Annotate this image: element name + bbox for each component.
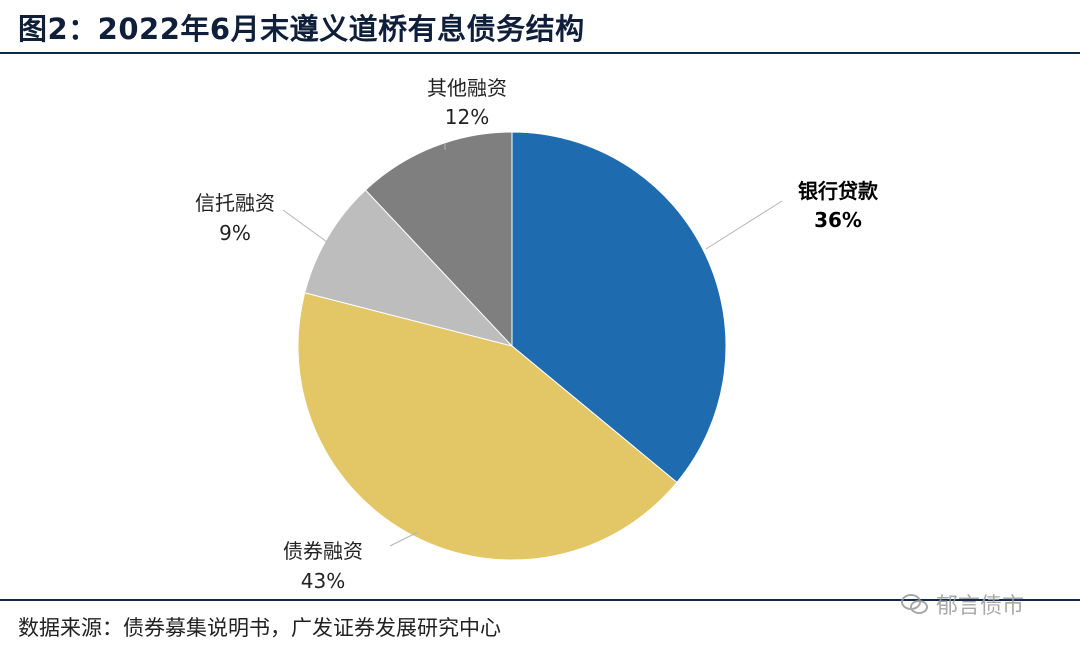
leader-line-2 (389, 531, 419, 547)
pie-slice-2 (297, 292, 678, 561)
slice-value-label-2: 43% (301, 569, 345, 593)
wechat-icon (901, 594, 928, 614)
bottom-rule (0, 599, 1080, 601)
chart-title: 图2：2022年6月末遵义道桥有息债务结构 (18, 12, 585, 46)
slice-value-label-1: 36% (814, 208, 862, 232)
slice-value-label-4: 12% (445, 105, 489, 129)
slice-name-label-1: 银行贷款 (798, 179, 879, 203)
slice-value-label-3: 9% (219, 221, 251, 245)
slice-name-label-2: 债券融资 (283, 539, 363, 563)
leader-line-3 (282, 209, 328, 243)
slice-name-label-3: 信托融资 (195, 191, 275, 215)
pie-slice-1 (511, 131, 727, 484)
pie-slice-4 (364, 131, 513, 348)
slice-name-label-4: 其他融资 (427, 76, 507, 100)
watermark-text: 郁言债市 (936, 594, 1025, 619)
watermark: 郁言债市 (900, 588, 1024, 620)
pie-slice-3 (304, 189, 514, 347)
source-note: 数据来源：债券募集说明书，广发证券发展研究中心 (18, 616, 501, 640)
leader-line-1 (705, 200, 783, 250)
top-rule (0, 52, 1080, 54)
